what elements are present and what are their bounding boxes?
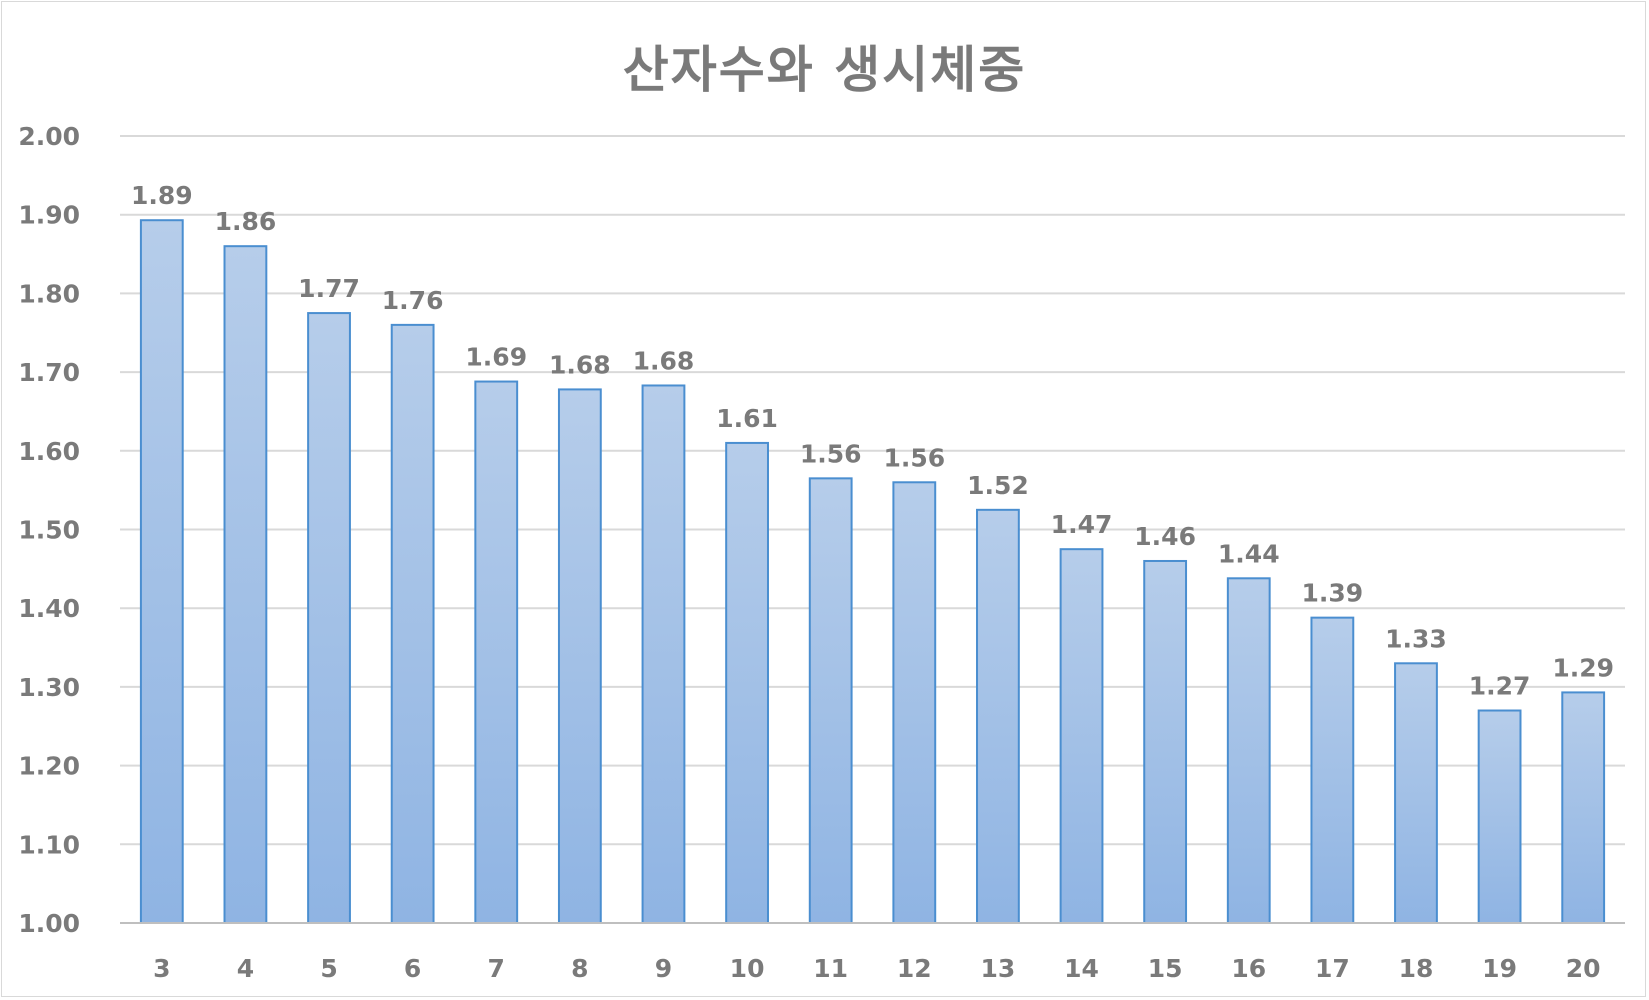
x-tick-label: 8	[571, 954, 588, 983]
data-label: 1.44	[1218, 539, 1280, 568]
data-label: 1.52	[967, 471, 1029, 500]
data-label: 1.68	[633, 346, 695, 375]
bar	[641, 384, 686, 924]
y-tick-label: 1.20	[18, 752, 80, 781]
bar	[1310, 616, 1355, 924]
x-tick-label: 12	[897, 954, 932, 983]
data-label: 1.39	[1302, 579, 1364, 608]
bar	[223, 245, 268, 924]
bar	[808, 477, 853, 924]
bar	[390, 323, 435, 924]
y-tick-label: 1.40	[18, 594, 80, 623]
data-label: 1.33	[1385, 624, 1447, 653]
data-label: 1.76	[382, 286, 444, 315]
x-tick-label: 10	[730, 954, 765, 983]
x-tick-label: 15	[1148, 954, 1183, 983]
x-tick-label: 4	[237, 954, 254, 983]
y-tick-label: 1.70	[18, 358, 80, 387]
bar	[307, 312, 351, 924]
x-tick-label: 20	[1566, 954, 1601, 983]
gridlines	[120, 135, 1625, 846]
bar	[1561, 691, 1606, 924]
x-tick-label: 3	[153, 954, 170, 983]
data-label: 1.56	[800, 439, 862, 468]
data-label: 1.86	[215, 207, 277, 236]
data-label: 1.47	[1051, 510, 1113, 539]
x-tick-label: 7	[488, 954, 505, 983]
x-tick-label: 9	[655, 954, 672, 983]
bar	[976, 508, 1020, 924]
y-axis-ticks: 1.00 1.10 1.20 1.30 1.40 1.50 1.60 1.70 1.80 1.90…	[18, 122, 80, 938]
bar	[474, 380, 519, 924]
bar	[1226, 577, 1271, 924]
bar	[139, 219, 184, 925]
x-tick-label: 11	[813, 954, 848, 983]
y-tick-label: 2.00	[18, 122, 80, 151]
y-tick-label: 1.50	[18, 516, 80, 545]
data-labels: 1.89 1.86 1.77 1.76 1.69 1.68 1.68 1.61 1.56 1.56…	[131, 181, 1614, 700]
data-label: 1.29	[1552, 653, 1614, 682]
y-tick-label: 1.00	[18, 909, 80, 938]
x-tick-label: 16	[1231, 954, 1266, 983]
y-tick-label: 1.60	[18, 437, 80, 466]
x-tick-label: 19	[1482, 954, 1517, 983]
y-tick-label: 1.30	[18, 673, 80, 702]
x-tick-label: 17	[1315, 954, 1350, 983]
x-tick-label: 6	[404, 954, 421, 983]
bar	[1477, 709, 1522, 925]
x-tick-label: 5	[320, 954, 337, 983]
x-axis-ticks: 3 4 5 6 7 8 9 10 11 12 13 14 15 16 17 18 19 20	[153, 954, 1600, 983]
data-label: 1.61	[716, 404, 778, 433]
x-tick-label: 14	[1064, 954, 1099, 983]
data-label: 1.77	[298, 274, 360, 303]
bar	[557, 388, 602, 924]
chart-title: 산자수와 생시체중	[622, 41, 1027, 99]
y-tick-label: 1.80	[18, 279, 80, 308]
data-label: 1.46	[1134, 522, 1196, 551]
data-label: 1.56	[883, 443, 945, 472]
data-label: 1.68	[549, 350, 611, 379]
y-tick-label: 1.10	[18, 830, 80, 859]
bar	[1059, 548, 1104, 924]
bar	[1143, 559, 1188, 924]
bar	[1394, 662, 1438, 924]
x-tick-label: 13	[981, 954, 1016, 983]
bar	[892, 481, 937, 924]
data-label: 1.69	[465, 343, 527, 372]
y-tick-label: 1.90	[18, 201, 80, 230]
bars	[139, 219, 1606, 925]
data-label: 1.89	[131, 181, 193, 210]
x-tick-label: 18	[1399, 954, 1434, 983]
bar	[725, 441, 769, 924]
data-label: 1.27	[1469, 672, 1531, 701]
